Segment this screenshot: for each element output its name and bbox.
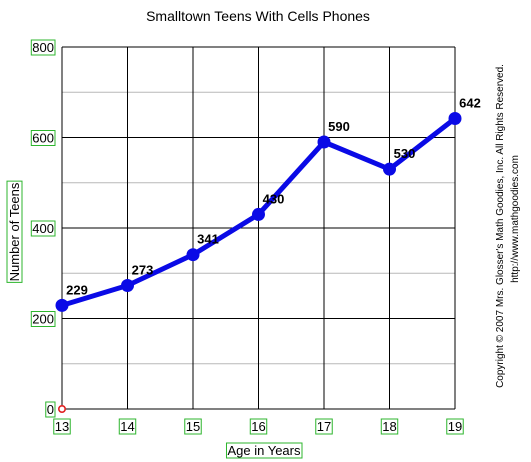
data-label: 590 bbox=[328, 119, 350, 134]
series-group: 229 273 341 430 590 530 642 bbox=[55, 95, 481, 312]
x-tick-label-box bbox=[315, 418, 333, 435]
x-tick-label-box bbox=[184, 418, 202, 435]
y-tick-label: 0 bbox=[47, 402, 54, 417]
y-tick-label: 200 bbox=[32, 312, 54, 327]
x-axis-label: Age in Years bbox=[227, 443, 301, 458]
data-point-marker bbox=[383, 162, 396, 176]
y-tick-label: 400 bbox=[32, 221, 54, 236]
data-label: 229 bbox=[66, 282, 88, 297]
data-label: 273 bbox=[132, 262, 154, 277]
data-point-marker bbox=[317, 135, 331, 149]
data-point-marker bbox=[448, 111, 462, 125]
data-label: 430 bbox=[263, 191, 285, 206]
y-tick-label: 600 bbox=[32, 131, 54, 146]
x-axis-label-box bbox=[225, 442, 303, 459]
x-tick-label-box bbox=[380, 418, 399, 435]
data-label: 341 bbox=[197, 232, 219, 247]
data-point-marker bbox=[121, 278, 134, 292]
x-tick-label: 15 bbox=[186, 419, 200, 434]
x-tick-label-box bbox=[53, 418, 71, 435]
data-label: 530 bbox=[394, 146, 416, 161]
website-url-text: http://www.mathgoodies.com bbox=[510, 155, 521, 283]
data-point-marker bbox=[55, 298, 69, 312]
y-axis-label: Number of Teens bbox=[7, 182, 22, 281]
y-tick-label-box bbox=[45, 401, 56, 418]
x-tick-label: 18 bbox=[382, 419, 396, 434]
x-tick-label-box bbox=[249, 418, 268, 435]
x-tick-label-box bbox=[118, 418, 137, 435]
x-tick-label: 14 bbox=[120, 419, 134, 434]
y-axis-label-box bbox=[6, 180, 23, 283]
y-tick-label-box bbox=[30, 130, 56, 146]
data-point-marker bbox=[186, 248, 200, 262]
x-tick-label: 19 bbox=[448, 419, 462, 434]
x-tick-label: 13 bbox=[55, 419, 69, 434]
x-tick-label-box bbox=[446, 418, 464, 435]
copyright-text: Copyright © 2007 Mrs. Glosser's Math Goo… bbox=[495, 64, 506, 388]
y-tick-label: 800 bbox=[32, 40, 54, 55]
data-label: 642 bbox=[459, 95, 481, 110]
y-axis-ticks: 0 200 400 600 800 bbox=[30, 39, 56, 418]
chart-title: Smalltown Teens With Cells Phones bbox=[146, 8, 370, 24]
x-tick-label: 16 bbox=[251, 419, 265, 434]
x-axis-label-group: Age in Years bbox=[225, 442, 303, 459]
y-tick-label-box bbox=[30, 220, 56, 237]
grid bbox=[61, 46, 456, 410]
y-tick-label-box bbox=[30, 311, 56, 327]
y-axis-label-group: Number of Teens bbox=[6, 180, 23, 283]
y-tick-label-box bbox=[30, 39, 56, 56]
x-tick-label: 17 bbox=[317, 419, 331, 434]
origin-marker bbox=[57, 404, 66, 413]
data-point-marker bbox=[252, 207, 265, 221]
x-axis-ticks: 13 14 15 16 17 18 19 bbox=[53, 418, 464, 435]
